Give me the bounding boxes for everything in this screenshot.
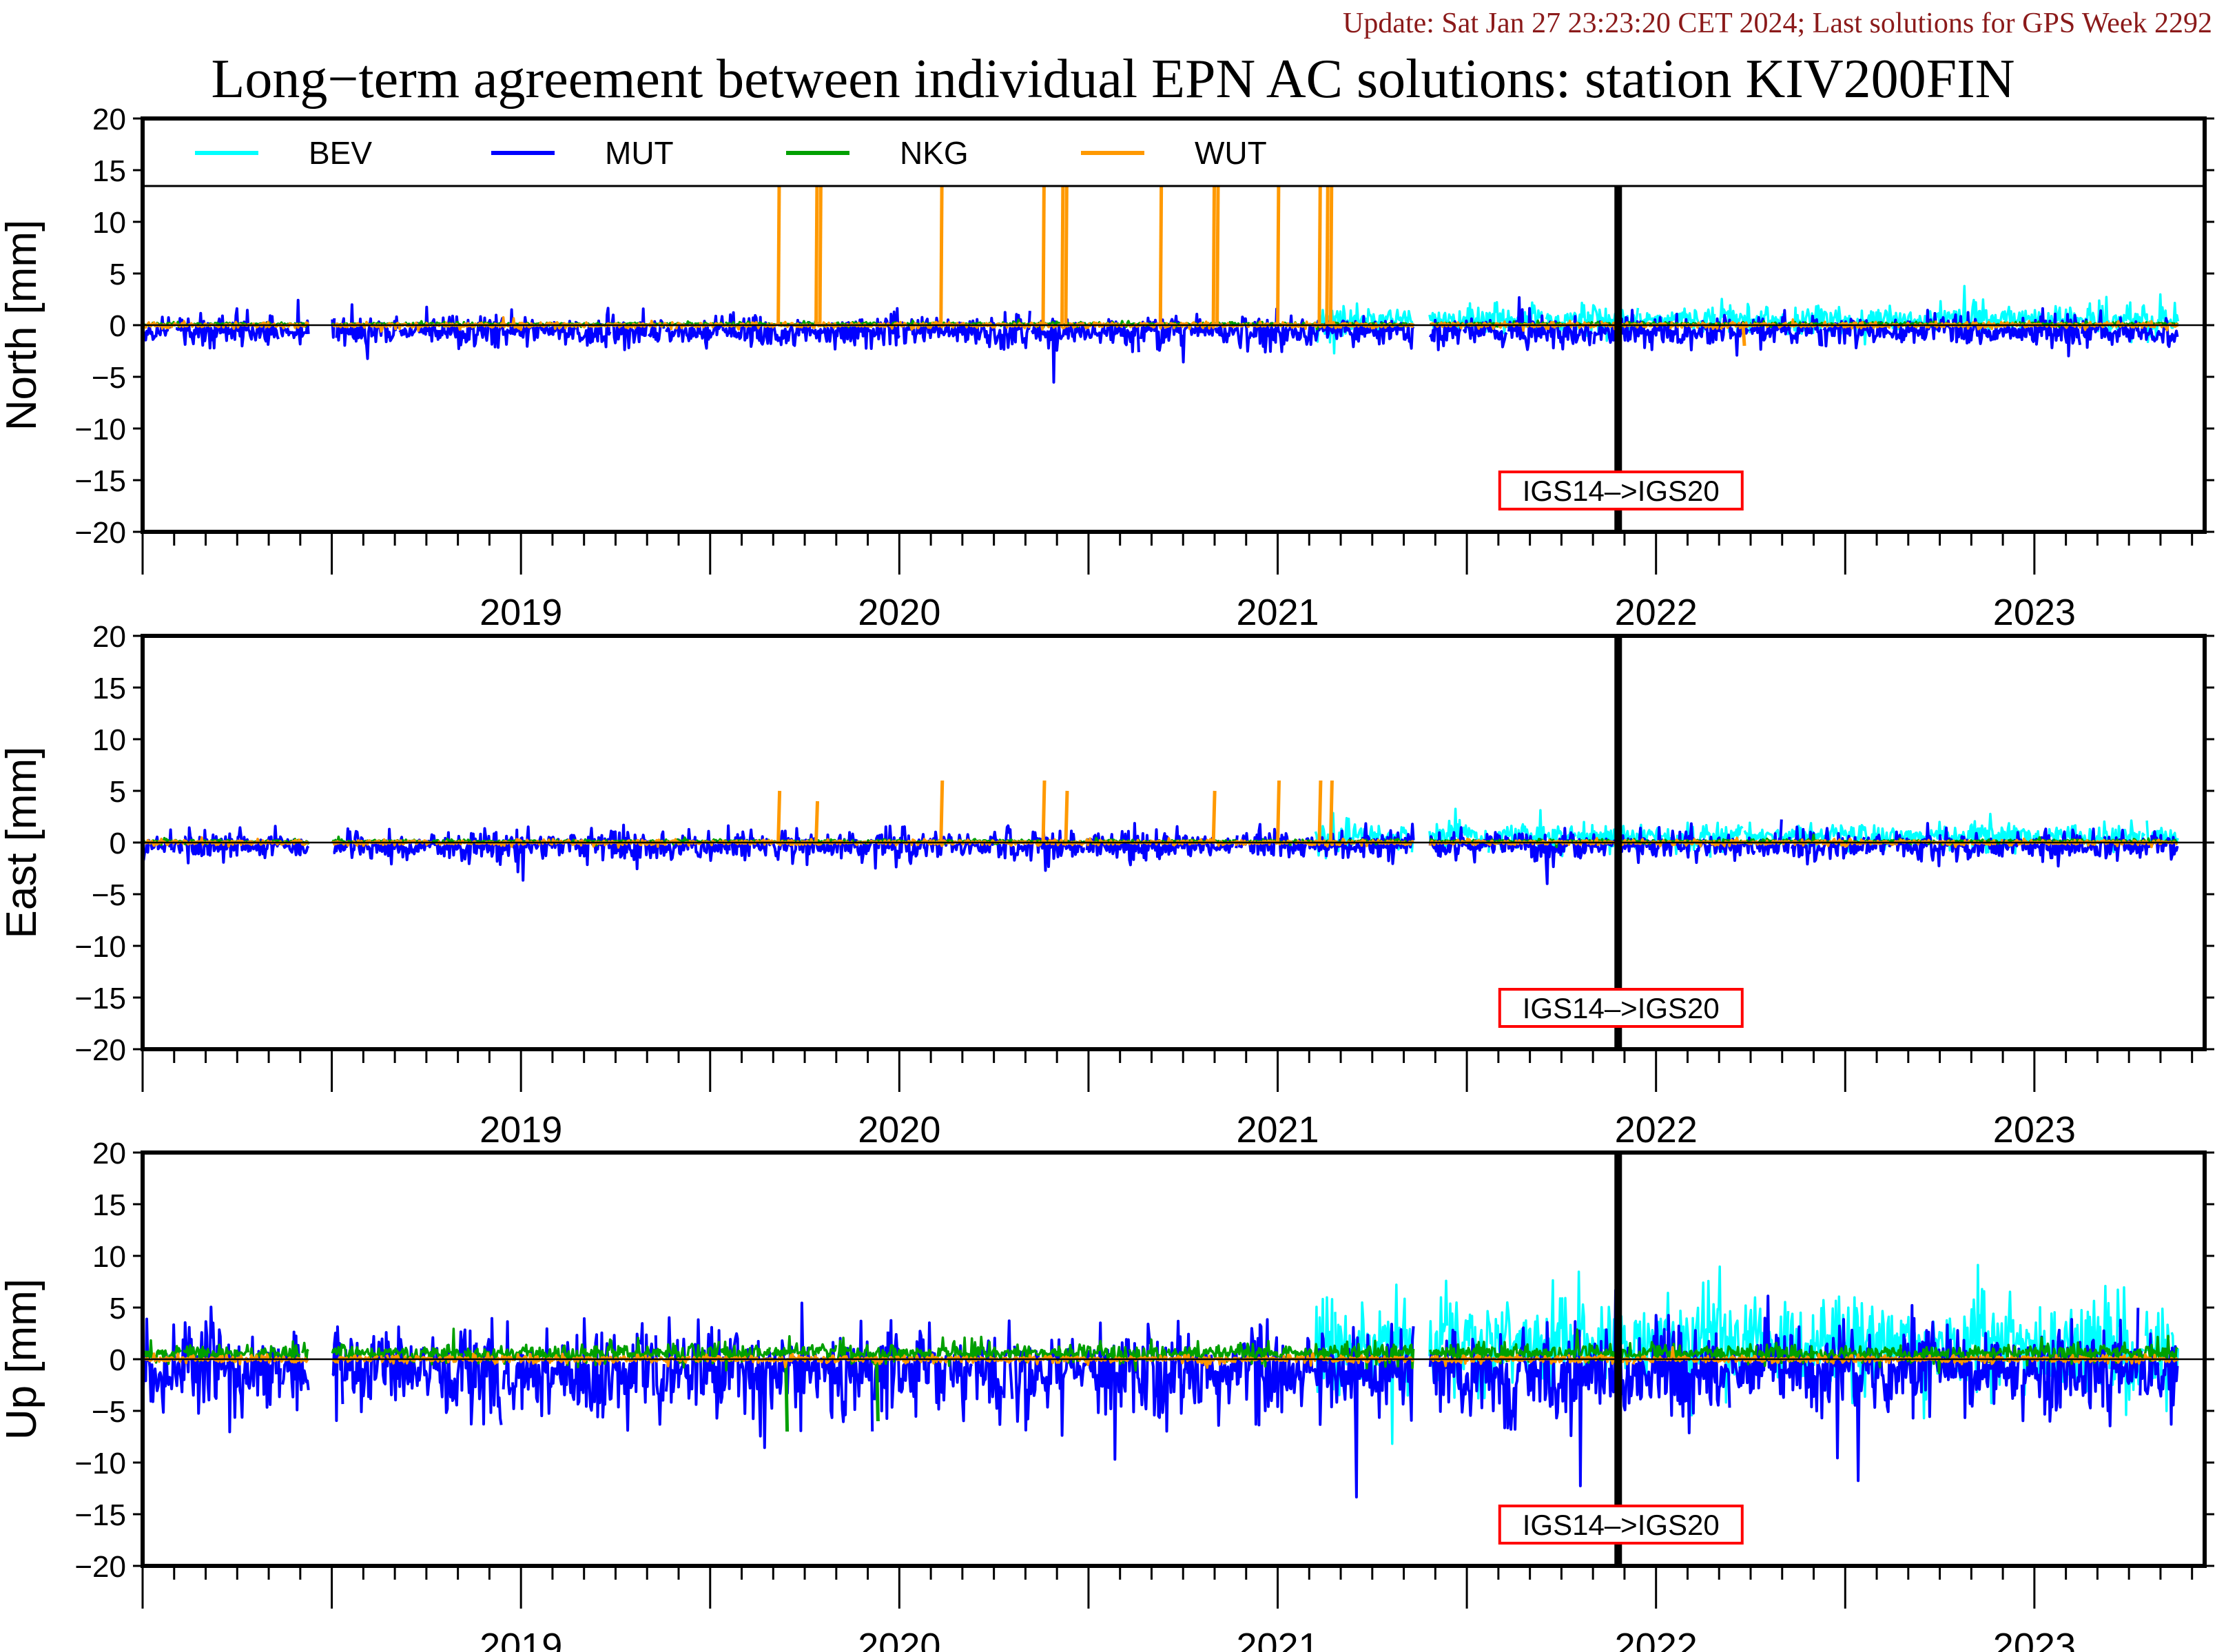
y-tick-label: 20	[92, 620, 126, 654]
x-tick-label: 2022	[1615, 1109, 1698, 1150]
plot-area	[143, 780, 2179, 885]
x-tick-label: 2021	[1236, 1626, 1319, 1652]
y-tick-label: 15	[92, 672, 126, 705]
legend-label-nkg: NKG	[900, 135, 969, 171]
legend-label-mut: MUT	[605, 135, 674, 171]
x-tick-label: 2020	[858, 1626, 940, 1652]
series-mut	[143, 819, 2179, 885]
legend-label-wut: WUT	[1195, 135, 1267, 171]
y-tick-label: −15	[74, 464, 126, 498]
annotation-text: IGS14–>IGS20	[1523, 475, 1720, 507]
y-tick-label: −20	[74, 516, 126, 550]
y-tick-label: −10	[74, 1447, 126, 1480]
spike-wut	[1741, 324, 1746, 347]
y-axis-label: North [mm]	[0, 220, 45, 431]
x-tick-label: 2023	[1993, 1109, 2076, 1150]
update-info: Update: Sat Jan 27 23:23:20 CET 2024; La…	[1342, 8, 2212, 39]
spike-wut	[1276, 780, 1281, 843]
y-tick-label: −20	[74, 1033, 126, 1067]
y-tick-label: 5	[110, 775, 126, 809]
y-tick-label: 10	[92, 206, 126, 240]
legend-label-bev: BEV	[309, 135, 372, 171]
spike-wut	[1317, 780, 1323, 843]
x-tick-label: 2022	[1615, 592, 1698, 633]
y-tick-label: 0	[110, 309, 126, 343]
y-tick-label: 20	[92, 1137, 126, 1170]
y-tick-label: −5	[92, 1395, 126, 1429]
y-tick-label: 20	[92, 103, 126, 136]
y-tick-label: 10	[92, 723, 126, 757]
y-tick-label: −10	[74, 413, 126, 446]
x-tick-label: 2022	[1615, 1626, 1698, 1652]
y-tick-label: 15	[92, 154, 126, 188]
x-tick-label: 2019	[480, 1626, 562, 1652]
panel-up: IGS14–>IGS20 20 15 10 5 0 −5 −10 −15 −20 Up [mm] 20…	[0, 1137, 2214, 1652]
x-tick-label: 2020	[858, 592, 940, 633]
legend-box	[143, 118, 2205, 186]
y-tick-label: −10	[74, 930, 126, 964]
y-tick-label: −20	[74, 1550, 126, 1584]
spike-wut	[1041, 780, 1047, 843]
y-tick-label: −15	[74, 982, 126, 1015]
y-axis-label: Up [mm]	[0, 1279, 45, 1440]
x-tick-label: 2020	[858, 1109, 940, 1150]
y-tick-label: 10	[92, 1240, 126, 1274]
spike-nkg	[784, 1359, 790, 1432]
y-tick-label: 5	[110, 258, 126, 291]
panel-east: IGS14–>IGS20 20 15 10 5 0 −5 −10 −15 −20 East [mm]…	[0, 620, 2214, 1150]
y-tick-label: −5	[92, 878, 126, 912]
spike-wut	[1064, 790, 1069, 843]
annotation-text: IGS14–>IGS20	[1523, 1509, 1720, 1541]
panel-north: BEV MUT NKG WUT IGS14–>IGS20 20 15 10 5 0 −5 −10 −15…	[0, 103, 2214, 633]
page-title: Long−term agreement between individual E…	[211, 49, 2015, 110]
y-tick-label: 0	[110, 827, 126, 860]
spike-wut	[939, 780, 945, 843]
annotation-text: IGS14–>IGS20	[1523, 992, 1720, 1024]
x-tick-label: 2021	[1236, 592, 1319, 633]
x-tick-label: 2023	[1993, 592, 2076, 633]
annotation-box	[1498, 988, 1744, 1028]
x-tick-label: 2019	[480, 592, 562, 633]
spike-wut	[1328, 780, 1334, 843]
spike-wut	[776, 790, 782, 843]
y-axis-label: East [mm]	[0, 746, 45, 938]
y-tick-label: 0	[110, 1343, 126, 1377]
annotation-box	[1498, 1505, 1744, 1545]
spike-nkg	[874, 1359, 880, 1422]
y-tick-label: 15	[92, 1188, 126, 1222]
plot-area	[143, 1263, 2180, 1499]
x-tick-label: 2021	[1236, 1109, 1319, 1150]
x-tick-label: 2023	[1993, 1626, 2076, 1652]
y-tick-label: 5	[110, 1292, 126, 1325]
y-tick-label: −5	[92, 361, 126, 395]
spike-wut	[1211, 790, 1217, 843]
y-tick-label: −15	[74, 1498, 126, 1532]
x-tick-label: 2019	[480, 1109, 562, 1150]
spike-wut	[814, 801, 820, 843]
annotation-box	[1498, 471, 1744, 510]
